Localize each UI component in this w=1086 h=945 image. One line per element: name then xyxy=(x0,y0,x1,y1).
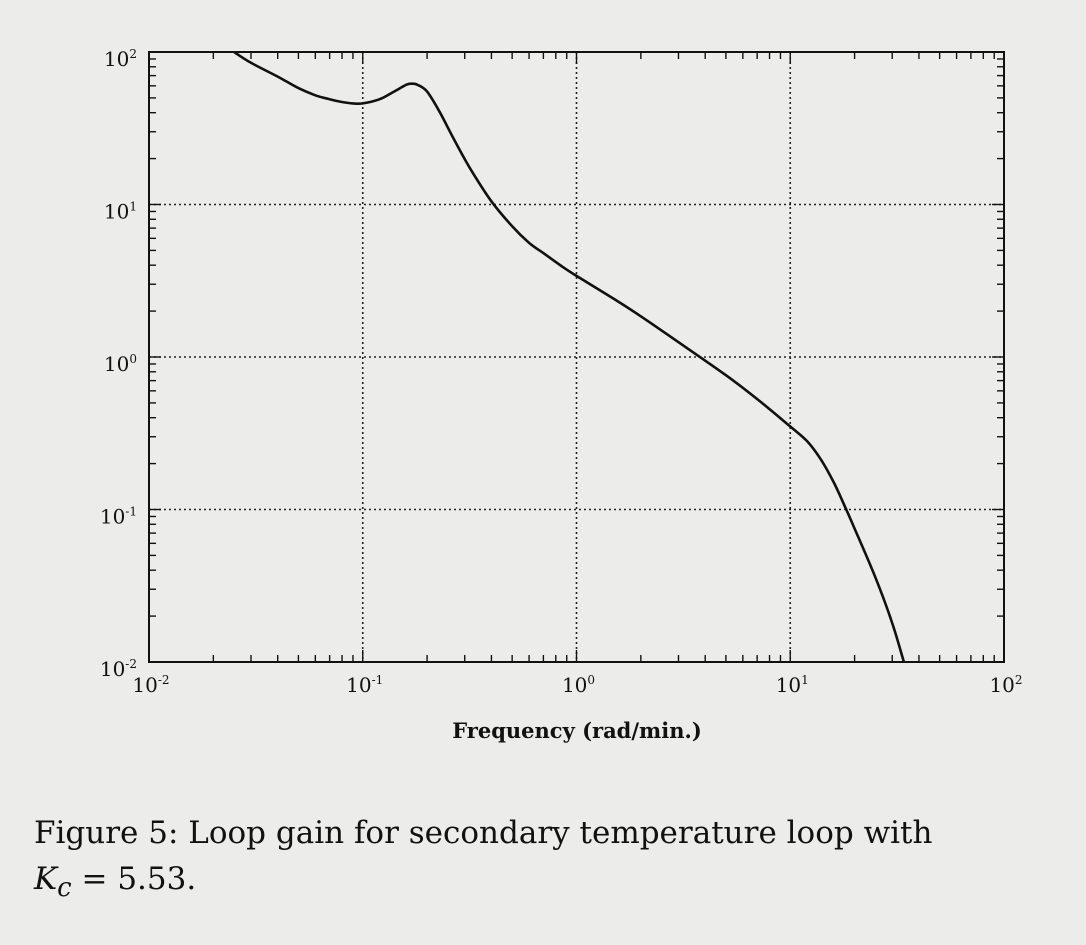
x-axis-label: Frequency (rad/min.) xyxy=(452,718,702,743)
x-tick-label: 100 xyxy=(562,673,595,697)
x-tick-label: 101 xyxy=(776,673,809,697)
y-tick-label: 10-1 xyxy=(100,505,137,529)
caption-value: = 5.53. xyxy=(71,861,197,897)
y-tick-label: 10-2 xyxy=(100,657,137,681)
figure-caption: Figure 5: Loop gain for secondary temper… xyxy=(34,810,1074,911)
x-tick-label: 10-2 xyxy=(132,673,169,697)
x-tick-labels: 10-2 10-1 100 101 102 xyxy=(132,673,1022,697)
x-tick-label: 10-1 xyxy=(346,673,383,697)
grid-lines xyxy=(149,52,1004,662)
caption-line-1: Figure 5: Loop gain for secondary temper… xyxy=(34,815,933,851)
loop-gain-curve xyxy=(233,50,906,663)
plot-frame xyxy=(148,51,1005,663)
y-tick-label: 101 xyxy=(104,200,137,224)
loop-gain-chart: 102 101 100 10-1 10-2 10-2 10-1 100 101 … xyxy=(100,47,1023,743)
y-tick-label: 100 xyxy=(104,352,137,376)
x-tick-label: 102 xyxy=(989,673,1022,697)
y-tick-label: 102 xyxy=(104,47,137,71)
caption-subscript: c xyxy=(57,873,72,904)
y-tick-labels: 102 101 100 10-1 10-2 xyxy=(100,47,137,681)
caption-variable: K xyxy=(34,861,58,897)
caption-line-2: Kc = 5.53. xyxy=(34,856,1074,911)
